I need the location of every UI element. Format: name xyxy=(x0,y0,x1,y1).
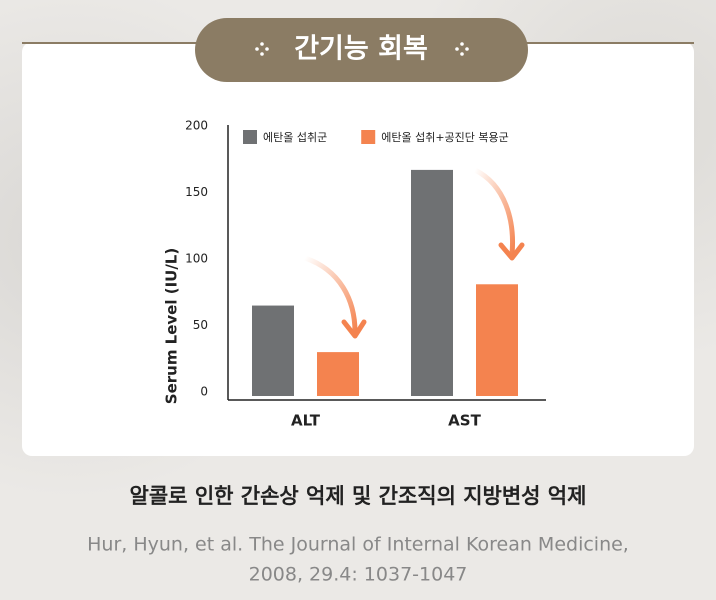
badge-ornament xyxy=(255,42,469,56)
citation: 2008, 29.4: 1037-1047 xyxy=(249,564,468,586)
arrowhead xyxy=(498,242,525,261)
y-tick-label: 100 xyxy=(185,252,208,266)
legend-label: 에탄올 섭취군 xyxy=(263,131,327,144)
bar xyxy=(476,284,518,396)
y-axis-label: Serum Level (IU/L) xyxy=(163,248,181,404)
arrow xyxy=(473,167,515,255)
legend-label: 에탄올 섭취+공진단 복용군 xyxy=(381,131,509,144)
caption: 알콜로 인한 간손상 억제 및 간조직의 지방변성 억제 xyxy=(130,484,587,508)
y-tick-label: 50 xyxy=(193,318,208,332)
bar xyxy=(252,305,294,396)
arrowhead xyxy=(341,319,367,339)
card xyxy=(22,42,694,456)
bar xyxy=(317,352,359,396)
y-tick-label: 150 xyxy=(185,185,208,199)
x-tick-label: ALT xyxy=(291,412,321,430)
y-tick-label: 200 xyxy=(185,119,208,133)
legend-swatch xyxy=(361,130,376,144)
badge-title: 간기능 회복 xyxy=(294,34,428,65)
y-tick-label: 0 xyxy=(200,385,208,399)
arrow xyxy=(304,255,358,333)
x-tick-label: AST xyxy=(448,412,481,430)
badge xyxy=(195,18,528,82)
legend-swatch xyxy=(243,130,257,144)
citation: Hur, Hyun, et al. The Journal of Interna… xyxy=(87,534,629,556)
bar xyxy=(411,169,453,396)
